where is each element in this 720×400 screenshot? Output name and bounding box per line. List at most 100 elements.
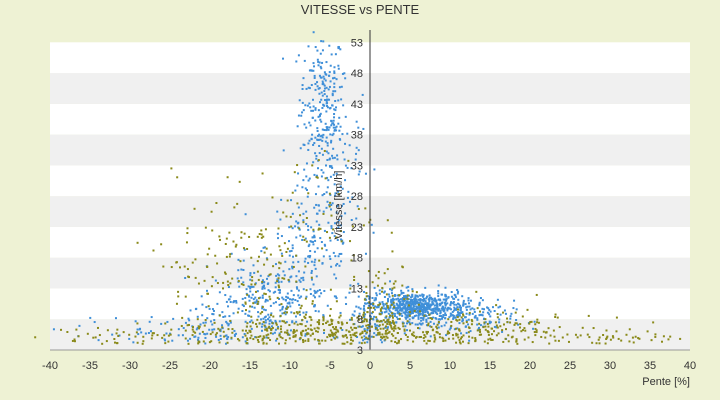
data-point xyxy=(448,332,451,335)
data-point xyxy=(423,307,426,310)
data-point xyxy=(208,307,211,310)
data-point xyxy=(335,300,338,303)
data-point xyxy=(317,327,320,330)
data-point xyxy=(307,86,310,89)
data-point xyxy=(305,295,308,298)
data-point xyxy=(393,286,396,289)
data-point xyxy=(403,298,406,301)
data-point xyxy=(581,326,584,329)
data-point xyxy=(421,317,424,320)
data-point xyxy=(325,86,328,89)
data-point xyxy=(305,223,308,226)
data-point xyxy=(322,331,325,334)
data-point xyxy=(226,341,229,344)
data-point xyxy=(298,296,301,299)
data-point xyxy=(382,304,385,307)
data-point xyxy=(263,281,266,284)
data-point xyxy=(281,337,284,340)
data-point xyxy=(422,297,425,300)
data-point xyxy=(380,311,383,314)
data-point xyxy=(321,194,324,197)
data-point xyxy=(367,270,370,273)
data-point xyxy=(293,312,296,315)
data-point xyxy=(322,255,325,258)
data-point xyxy=(382,327,385,330)
data-point xyxy=(263,284,266,287)
data-point xyxy=(295,329,298,332)
data-point xyxy=(442,337,445,340)
data-point xyxy=(261,311,264,314)
data-point xyxy=(271,332,274,335)
data-point xyxy=(297,206,300,209)
data-point xyxy=(628,328,631,331)
data-point xyxy=(233,329,236,332)
data-point xyxy=(476,323,479,326)
data-point xyxy=(379,303,382,306)
data-point xyxy=(260,329,263,332)
data-point xyxy=(357,306,360,309)
data-point xyxy=(315,291,318,294)
data-point xyxy=(234,245,237,248)
data-point xyxy=(377,304,380,307)
data-point xyxy=(262,335,265,338)
data-point xyxy=(660,340,663,343)
data-point xyxy=(545,331,548,334)
data-point xyxy=(320,91,323,94)
data-point xyxy=(321,136,324,139)
data-point xyxy=(455,332,458,335)
data-point xyxy=(398,302,401,305)
data-point xyxy=(384,321,387,324)
data-point xyxy=(302,276,305,279)
data-point xyxy=(444,302,447,305)
data-point xyxy=(170,167,173,170)
data-point xyxy=(415,308,418,311)
data-point xyxy=(425,318,428,321)
data-point xyxy=(275,323,278,326)
data-point xyxy=(620,339,623,342)
data-point xyxy=(348,291,351,294)
data-point xyxy=(267,333,270,336)
data-point xyxy=(319,237,322,240)
data-point xyxy=(444,298,447,301)
data-point xyxy=(333,183,336,186)
data-point xyxy=(370,306,373,309)
data-point xyxy=(321,128,324,131)
data-point xyxy=(346,196,349,199)
data-point xyxy=(266,329,269,332)
data-point xyxy=(306,104,309,107)
data-point xyxy=(232,312,235,315)
data-point xyxy=(261,282,264,285)
data-point xyxy=(390,321,393,324)
data-point xyxy=(328,71,331,74)
data-point xyxy=(267,336,270,339)
data-point xyxy=(386,327,389,330)
data-point xyxy=(265,257,268,260)
data-point xyxy=(519,326,522,329)
data-point xyxy=(325,206,328,209)
data-point xyxy=(221,324,224,327)
data-point xyxy=(421,322,424,325)
data-point xyxy=(331,334,334,337)
data-point xyxy=(391,319,394,322)
data-point xyxy=(346,341,349,344)
data-point xyxy=(291,320,294,323)
data-point xyxy=(276,273,279,276)
data-point xyxy=(255,300,258,303)
data-point xyxy=(514,311,517,314)
data-point xyxy=(535,331,538,334)
data-point xyxy=(283,331,286,334)
data-point xyxy=(244,213,247,216)
data-point xyxy=(425,324,428,327)
data-point xyxy=(355,152,358,155)
data-point xyxy=(291,255,294,258)
data-point xyxy=(406,320,409,323)
data-point xyxy=(201,303,204,306)
data-point xyxy=(460,311,463,314)
data-point xyxy=(323,229,326,232)
data-point xyxy=(417,317,420,320)
data-point xyxy=(216,262,219,265)
data-point xyxy=(115,332,118,335)
data-point xyxy=(574,333,577,336)
data-point xyxy=(300,331,303,334)
data-point xyxy=(281,254,284,257)
